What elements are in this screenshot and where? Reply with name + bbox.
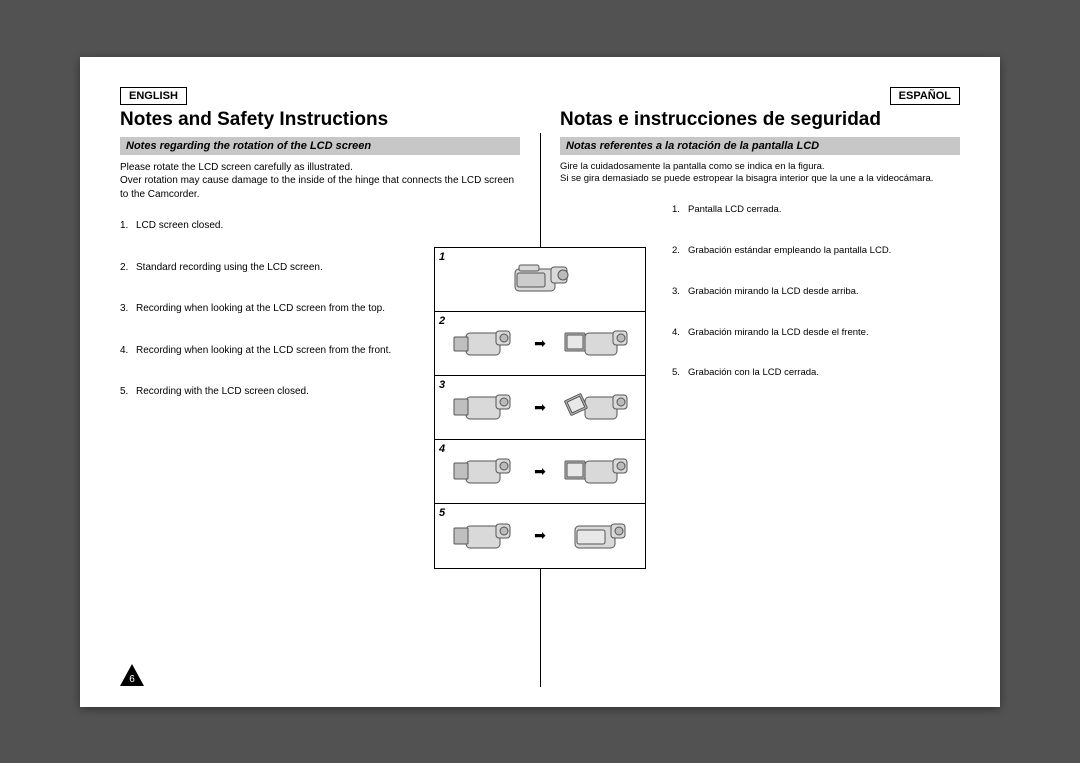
- figure-row: 1: [435, 248, 645, 312]
- list-item: 3.Grabación mirando la LCD desde arriba.: [672, 286, 960, 299]
- camcorder-icon: [550, 312, 645, 375]
- camcorder-icon: [550, 504, 645, 568]
- list-item: 4.Recording when looking at the LCD scre…: [120, 344, 408, 358]
- list-item: 5.Grabación con la LCD cerrada.: [672, 367, 960, 380]
- camcorder-icon: [435, 376, 530, 439]
- manual-page: ENGLISH Notes and Safety Instructions No…: [80, 57, 1000, 707]
- title-es: Notas e instrucciones de seguridad: [560, 109, 960, 131]
- lang-label-en: ENGLISH: [120, 87, 187, 105]
- arrow-icon: ➡: [530, 463, 550, 480]
- subtitle-en: Notes regarding the rotation of the LCD …: [120, 137, 520, 155]
- figure-row: 3 ➡: [435, 376, 645, 440]
- intro-es-line1: Gire la cuidadosamente la pantalla como …: [560, 161, 825, 172]
- title-en: Notes and Safety Instructions: [120, 109, 520, 131]
- figure-row-label: 3: [439, 379, 445, 391]
- intro-es-line2: Si se gira demasiado se puede estropear …: [560, 173, 933, 184]
- list-item: 2.Grabación estándar empleando la pantal…: [672, 245, 960, 258]
- intro-en-line2: Over rotation may cause damage to the in…: [120, 175, 514, 200]
- list-item: 3.Recording when looking at the LCD scre…: [120, 302, 408, 316]
- figure-row-label: 2: [439, 315, 445, 327]
- intro-en: Please rotate the LCD screen carefully a…: [120, 161, 520, 202]
- intro-es: Gire la cuidadosamente la pantalla como …: [560, 161, 960, 187]
- intro-en-line1: Please rotate the LCD screen carefully a…: [120, 162, 353, 173]
- camcorder-icon: [435, 312, 530, 375]
- camcorder-icon: [550, 376, 645, 439]
- camcorder-icon: [550, 440, 645, 503]
- lang-label-es: ESPAÑOL: [890, 87, 960, 105]
- camcorder-icon: [435, 504, 530, 568]
- figure-row: 2 ➡: [435, 312, 645, 376]
- figure-row: 4 ➡: [435, 440, 645, 504]
- list-en: 1.LCD screen closed. 2.Standard recordin…: [120, 213, 414, 687]
- arrow-icon: ➡: [530, 399, 550, 416]
- list-item: 1.LCD screen closed.: [120, 219, 408, 233]
- figure-row-label: 4: [439, 443, 445, 455]
- subtitle-es: Notas referentes a la rotación de la pan…: [560, 137, 960, 155]
- figure-row-label: 1: [439, 251, 445, 263]
- list-item: 4.Grabación mirando la LCD desde el fren…: [672, 327, 960, 340]
- camcorder-icon: [435, 440, 530, 503]
- two-column-spread: ENGLISH Notes and Safety Instructions No…: [120, 87, 960, 687]
- list-item: 2.Standard recording using the LCD scree…: [120, 261, 408, 275]
- figure-row: 5 ➡: [435, 504, 645, 568]
- arrow-icon: ➡: [530, 527, 550, 544]
- list-item: 5.Recording with the LCD screen closed.: [120, 385, 408, 399]
- page-number-marker: 6: [120, 664, 144, 691]
- arrow-icon: ➡: [530, 335, 550, 352]
- figure-row-label: 5: [439, 507, 445, 519]
- figure-box: 1 2 ➡ 3 ➡ 4 ➡ 5: [434, 247, 646, 569]
- list-item: 1.Pantalla LCD cerrada.: [672, 204, 960, 217]
- camcorder-icon: [435, 248, 645, 311]
- page-number: 6: [129, 674, 135, 685]
- list-es: 1.Pantalla LCD cerrada. 2.Grabación está…: [666, 198, 960, 686]
